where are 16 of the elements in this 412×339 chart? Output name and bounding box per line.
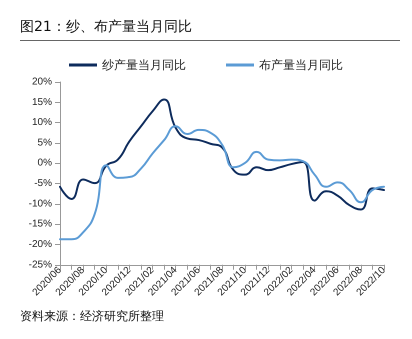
line-series <box>59 125 385 240</box>
y-tick-label: -10% <box>28 198 52 210</box>
y-tick-label: -25% <box>28 259 52 270</box>
text: 资料来源：经济研究所整理 <box>20 308 164 325</box>
y-tick-label: -20% <box>28 238 52 250</box>
y-tick-label: 20% <box>32 76 52 88</box>
y-tick-label: -5% <box>34 178 52 190</box>
y-tick-label: 5% <box>38 137 52 148</box>
y-tick-label: -15% <box>28 218 52 230</box>
chart-title: 图21：纱、布产量当月同比 <box>20 18 400 41</box>
y-tick-label: 15% <box>32 96 52 108</box>
legend-label: 纱产量当月同比 <box>102 58 186 72</box>
y-tick-label: 0% <box>38 158 52 169</box>
y-tick-label: 10% <box>32 117 52 128</box>
line-series <box>59 98 385 211</box>
legend-label: 布产量当月同比 <box>259 58 343 72</box>
